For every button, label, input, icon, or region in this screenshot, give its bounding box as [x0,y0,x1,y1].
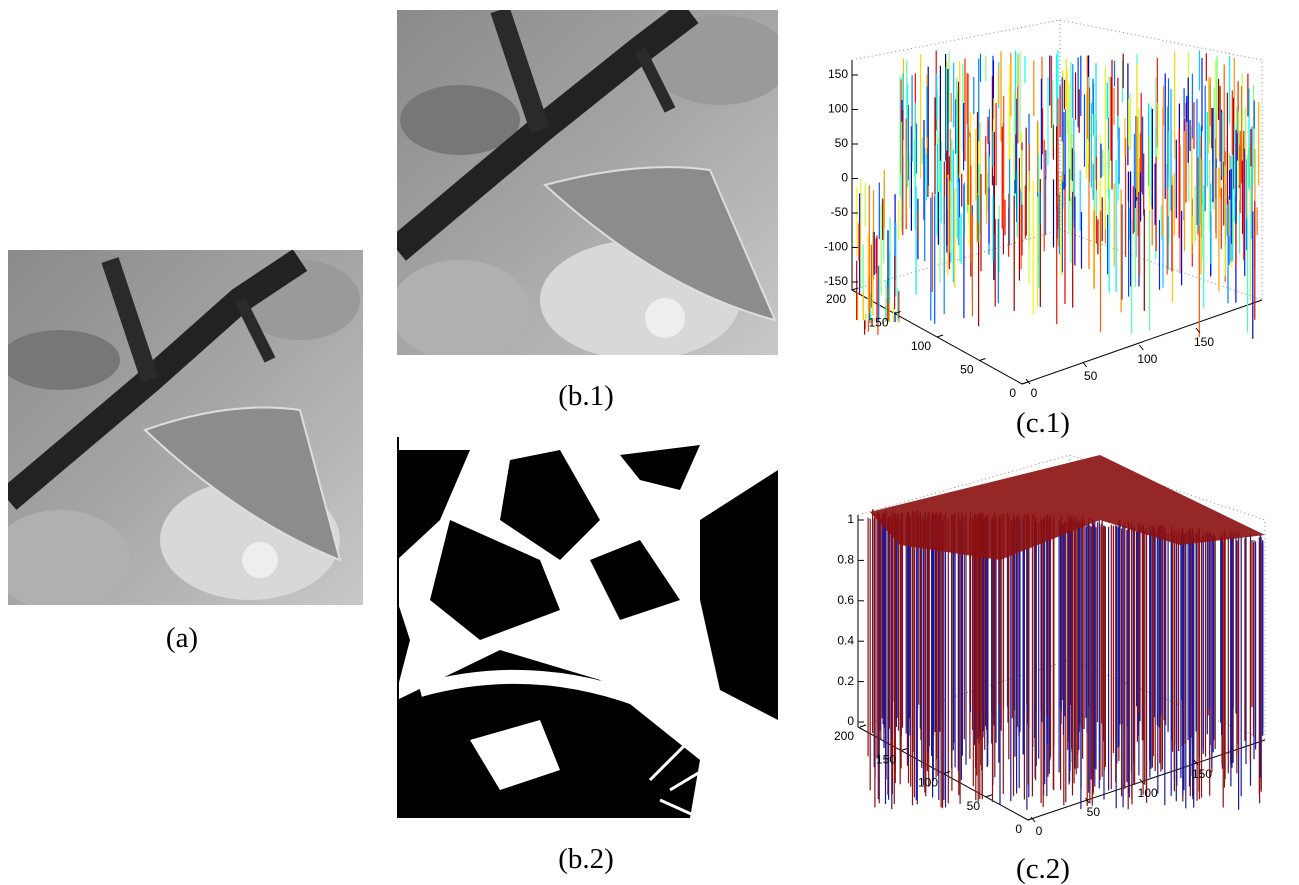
z-tick-label: 1 [847,512,854,526]
y-tick [980,359,986,361]
x-tick-label: 150 [1194,335,1214,349]
figure: (a) (b.1) (b.2) (c.1) (c.2) 150100500-50… [0,0,1299,885]
y-tick-label: 50 [967,799,981,813]
x-tick [1083,362,1087,367]
x-tick-label: 50 [1087,805,1101,819]
z-tick-label: -50 [831,205,849,219]
x-tick-label: 100 [1137,352,1157,366]
z-tick-label: -100 [824,240,848,254]
x-tick-label: 0 [1031,386,1038,400]
y-tick-label: 150 [876,752,896,766]
y-tick-label: 200 [826,292,846,306]
x-tick-label: 150 [1192,767,1212,781]
x-tick [1139,345,1143,350]
z-tick-label: 150 [828,67,848,81]
caption: (b.2) [558,843,614,875]
z-tick-label: 0.2 [837,674,854,688]
z-tick-label: -150 [824,274,848,288]
surface-c2 [868,455,1265,810]
caption: (a) [166,622,198,654]
y-tick-label: 50 [960,363,974,377]
z-tick-label: 0 [847,714,854,728]
z-tick-label: 0.8 [837,553,854,567]
z-tick-label: 0 [841,171,848,185]
y-tick-label: 0 [1009,386,1016,400]
z-tick-label: 50 [835,136,849,150]
z-tick-label: 100 [828,102,848,116]
x-tick-label: 0 [1036,824,1043,838]
y-tick [937,335,943,337]
y-tick-label: 200 [834,729,854,743]
x-tick-label: 50 [1084,369,1098,383]
y-tick-label: 0 [1015,822,1022,836]
photo-a [0,250,363,610]
caption: (c.2) [1016,853,1070,885]
z-tick-label: 0.4 [837,633,854,647]
y-tick-label: 100 [918,776,938,790]
caption: (c.1) [1016,407,1070,439]
z-tick-label: 0.6 [837,593,854,607]
y-tick-label: 150 [868,316,888,330]
y-tick [986,795,992,797]
y-tick-label: 100 [911,339,931,353]
x-tick-label: 100 [1138,786,1158,800]
caption: (b.1) [558,380,614,412]
y-tick [1022,382,1028,384]
surface-c1 [857,50,1259,339]
photo-b1 [390,10,790,360]
binary-b2 [397,437,778,818]
